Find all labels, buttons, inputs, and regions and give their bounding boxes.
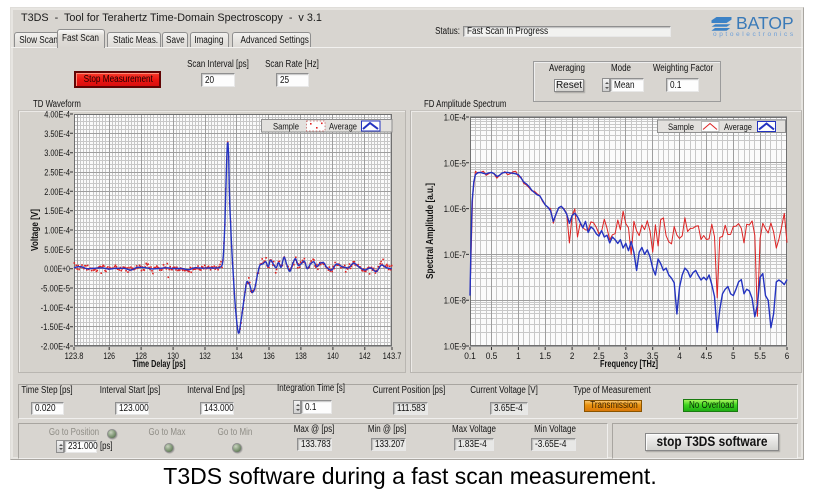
svg-text:4: 4 <box>677 351 682 362</box>
svg-text:3.50E-4: 3.50E-4 <box>44 129 70 140</box>
svg-text:3.5: 3.5 <box>647 351 659 362</box>
svg-text:2: 2 <box>570 351 575 362</box>
svg-text:Sample: Sample <box>273 122 299 133</box>
svg-text:Average: Average <box>724 122 752 133</box>
svg-text:2.50E-4: 2.50E-4 <box>44 168 70 179</box>
svg-text:-2.00E-4: -2.00E-4 <box>41 342 70 353</box>
svg-text:143.7: 143.7 <box>383 351 402 362</box>
svg-text:130: 130 <box>167 351 179 362</box>
svg-text:4.5: 4.5 <box>701 351 713 362</box>
svg-text:0.00E+0: 0.00E+0 <box>44 264 70 275</box>
svg-text:1.0E-7: 1.0E-7 <box>444 250 466 261</box>
svg-text:1.0E-5: 1.0E-5 <box>444 158 466 169</box>
svg-text:-1.50E-4: -1.50E-4 <box>41 322 70 333</box>
svg-text:1.0E-6: 1.0E-6 <box>444 204 466 215</box>
svg-text:134: 134 <box>231 351 243 362</box>
svg-text:Frequency [THz]: Frequency [THz] <box>600 359 658 370</box>
svg-text:4.00E-4: 4.00E-4 <box>44 110 70 121</box>
svg-text:123.8: 123.8 <box>65 351 84 362</box>
svg-text:Voltage [V]: Voltage [V] <box>30 209 41 251</box>
svg-text:Sample: Sample <box>668 122 694 133</box>
svg-text:5.00E-5: 5.00E-5 <box>44 245 70 256</box>
svg-text:126: 126 <box>103 351 115 362</box>
svg-text:3: 3 <box>624 351 629 362</box>
svg-text:1.0E-4: 1.0E-4 <box>444 113 466 124</box>
svg-text:128: 128 <box>135 351 147 362</box>
svg-text:Spectral Amplitude [a.u.]: Spectral Amplitude [a.u.] <box>425 183 436 279</box>
svg-text:5: 5 <box>731 351 736 362</box>
svg-text:3.00E-4: 3.00E-4 <box>44 148 70 159</box>
svg-text:1.5: 1.5 <box>539 351 551 362</box>
svg-text:1: 1 <box>516 351 521 362</box>
svg-text:-1.00E-4: -1.00E-4 <box>41 303 70 314</box>
svg-text:-5.00E-5: -5.00E-5 <box>41 284 70 295</box>
svg-text:142: 142 <box>359 351 371 362</box>
svg-text:2.5: 2.5 <box>593 351 605 362</box>
svg-text:0.1: 0.1 <box>464 351 476 362</box>
svg-text:2.00E-4: 2.00E-4 <box>44 187 70 198</box>
svg-text:0.5: 0.5 <box>486 351 498 362</box>
svg-text:132: 132 <box>199 351 211 362</box>
svg-text:Average: Average <box>329 122 357 133</box>
svg-text:138: 138 <box>295 351 307 362</box>
svg-text:136: 136 <box>263 351 275 362</box>
svg-text:Time Delay [ps]: Time Delay [ps] <box>133 359 186 370</box>
svg-text:1.50E-4: 1.50E-4 <box>44 206 70 217</box>
svg-text:5.5: 5.5 <box>754 351 766 362</box>
svg-text:1.0E-9: 1.0E-9 <box>444 342 466 353</box>
svg-text:6: 6 <box>785 351 790 362</box>
svg-text:1.00E-4: 1.00E-4 <box>44 226 70 237</box>
svg-text:140: 140 <box>327 351 339 362</box>
svg-text:1.0E-8: 1.0E-8 <box>444 296 466 307</box>
